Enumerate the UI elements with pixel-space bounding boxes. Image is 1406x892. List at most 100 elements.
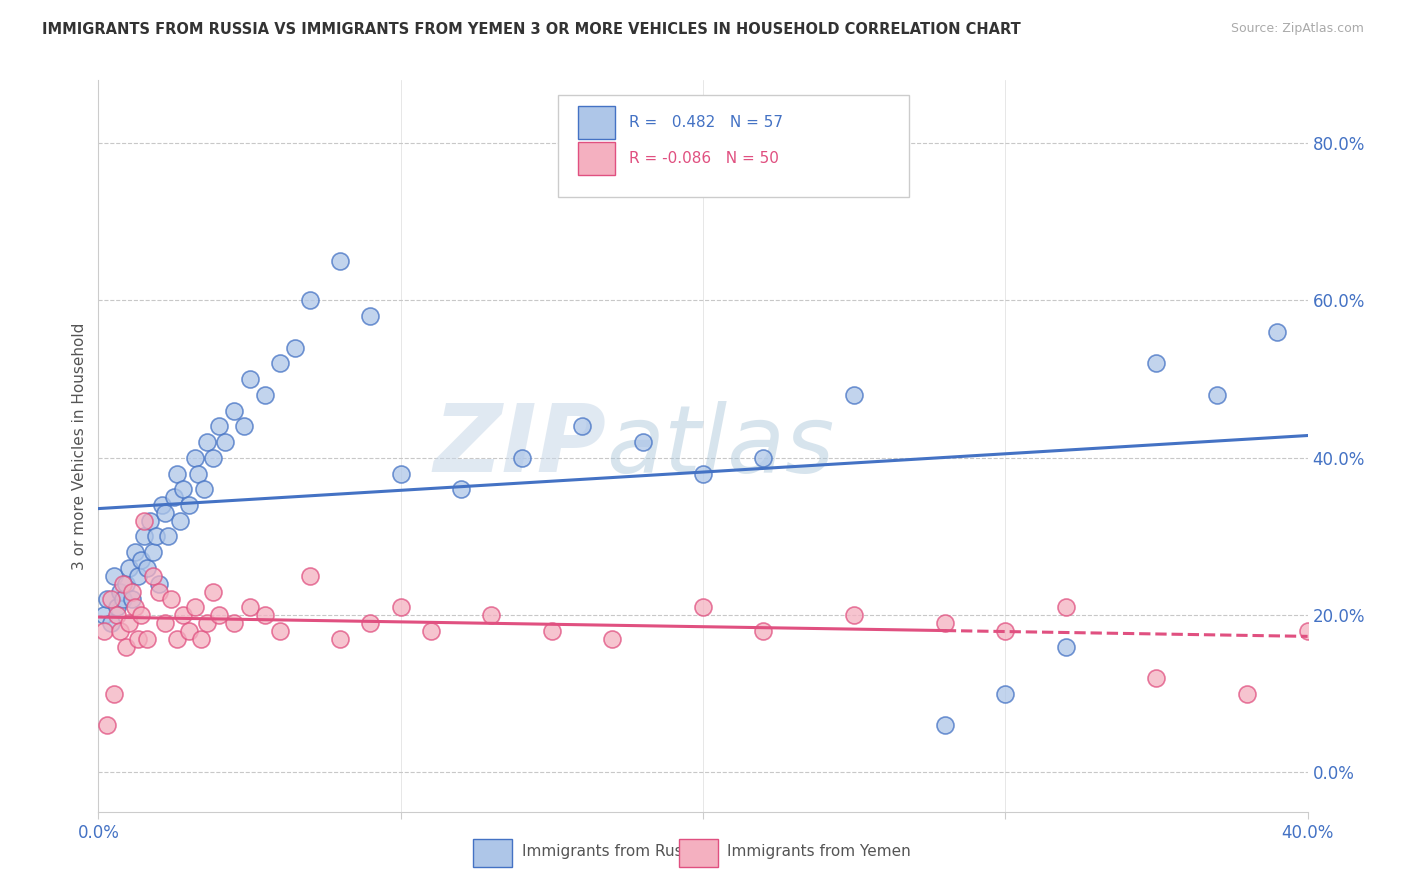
Text: Immigrants from Yemen: Immigrants from Yemen: [727, 845, 911, 860]
Point: [752, 450, 775, 465]
Point: [93, 608, 115, 623]
Point: [1357, 615, 1379, 630]
FancyBboxPatch shape: [679, 838, 717, 867]
Point: [105, 600, 128, 615]
Point: [156, 529, 179, 543]
Point: [299, 568, 322, 582]
Point: [108, 584, 131, 599]
Point: [844, 388, 866, 402]
Point: [481, 608, 503, 623]
Point: [190, 632, 212, 646]
Point: [360, 310, 382, 324]
Point: [232, 419, 254, 434]
Point: [96, 718, 118, 732]
Point: [202, 584, 225, 599]
Point: [142, 545, 165, 559]
Point: [1054, 640, 1077, 654]
Point: [1054, 600, 1077, 615]
Point: [187, 467, 209, 481]
Point: [934, 615, 956, 630]
Point: [1296, 624, 1319, 638]
Point: [111, 576, 134, 591]
Point: [510, 450, 533, 465]
Point: [108, 624, 131, 638]
Point: [118, 615, 141, 630]
Point: [153, 506, 176, 520]
FancyBboxPatch shape: [474, 838, 512, 867]
Point: [1267, 325, 1289, 339]
Point: [269, 356, 291, 370]
Point: [692, 467, 714, 481]
Point: [1144, 356, 1167, 370]
Point: [163, 490, 186, 504]
Point: [148, 584, 170, 599]
Point: [202, 450, 225, 465]
Point: [420, 624, 443, 638]
Point: [224, 615, 246, 630]
Point: [994, 624, 1017, 638]
Point: [329, 632, 352, 646]
Point: [179, 498, 201, 512]
Point: [389, 600, 412, 615]
Point: [193, 482, 215, 496]
Point: [208, 419, 231, 434]
Point: [153, 615, 176, 630]
Point: [118, 561, 141, 575]
Point: [139, 514, 162, 528]
Point: [132, 514, 155, 528]
Point: [184, 600, 207, 615]
Point: [450, 482, 472, 496]
Point: [631, 435, 654, 450]
Point: [184, 450, 207, 465]
Point: [844, 608, 866, 623]
Point: [127, 568, 149, 582]
Point: [111, 592, 134, 607]
Point: [105, 608, 128, 623]
Point: [179, 624, 201, 638]
Point: [540, 624, 562, 638]
Point: [132, 529, 155, 543]
Point: [166, 632, 188, 646]
Point: [124, 600, 146, 615]
Point: [208, 608, 231, 623]
Point: [172, 482, 194, 496]
Point: [329, 254, 352, 268]
FancyBboxPatch shape: [578, 143, 614, 176]
Point: [1206, 388, 1229, 402]
Point: [142, 568, 165, 582]
FancyBboxPatch shape: [558, 95, 908, 197]
Point: [239, 372, 262, 386]
Point: [166, 467, 188, 481]
Text: IMMIGRANTS FROM RUSSIA VS IMMIGRANTS FROM YEMEN 3 OR MORE VEHICLES IN HOUSEHOLD : IMMIGRANTS FROM RUSSIA VS IMMIGRANTS FRO…: [42, 22, 1021, 37]
Point: [96, 592, 118, 607]
Point: [1144, 671, 1167, 685]
Point: [135, 561, 157, 575]
Y-axis label: 3 or more Vehicles in Household: 3 or more Vehicles in Household: [72, 322, 87, 570]
Point: [269, 624, 291, 638]
Point: [214, 435, 236, 450]
Point: [114, 576, 136, 591]
Point: [239, 600, 262, 615]
Point: [172, 608, 194, 623]
Point: [934, 718, 956, 732]
Point: [284, 341, 307, 355]
Point: [121, 592, 143, 607]
FancyBboxPatch shape: [578, 106, 614, 139]
Point: [602, 632, 624, 646]
Point: [103, 687, 125, 701]
Point: [129, 608, 152, 623]
Point: [93, 624, 115, 638]
Point: [195, 435, 218, 450]
Text: Source: ZipAtlas.com: Source: ZipAtlas.com: [1230, 22, 1364, 36]
Point: [127, 632, 149, 646]
Point: [135, 632, 157, 646]
Text: ZIP: ZIP: [433, 400, 606, 492]
Point: [160, 592, 183, 607]
Point: [752, 624, 775, 638]
Point: [1236, 687, 1258, 701]
Point: [150, 498, 173, 512]
Point: [100, 615, 122, 630]
Point: [389, 467, 412, 481]
Point: [195, 615, 218, 630]
Point: [571, 419, 593, 434]
